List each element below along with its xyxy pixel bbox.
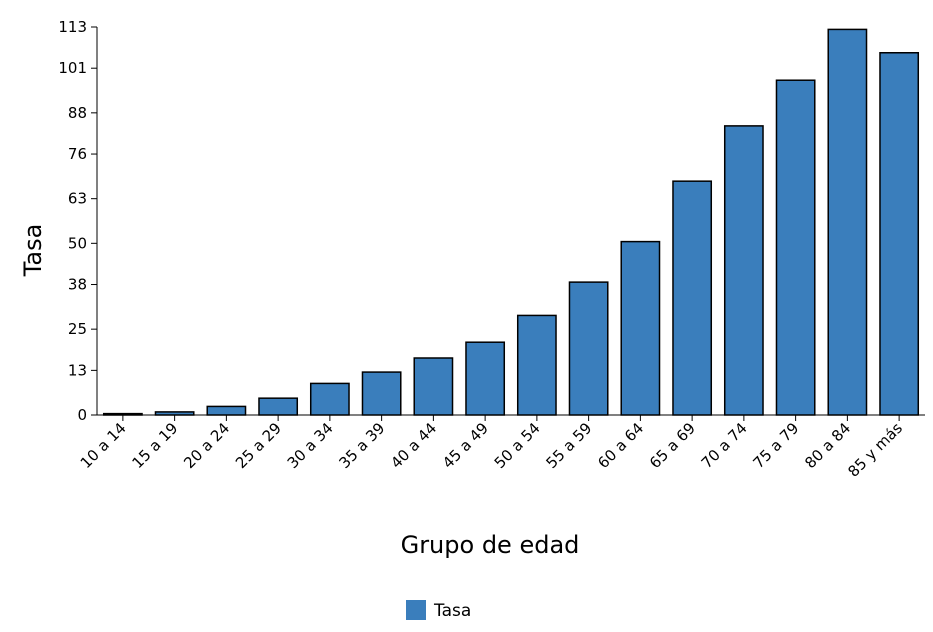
x-tick-label: 35 a 39 [335, 419, 388, 472]
bar [206, 405, 247, 416]
x-tick-label: 70 a 74 [698, 419, 751, 472]
x-tick-label: 30 a 34 [284, 419, 337, 472]
x-tick-label: 10 a 14 [77, 419, 130, 472]
bars [102, 28, 920, 416]
legend-swatch [406, 600, 426, 620]
y-tick-label: 76 [68, 145, 87, 163]
bar [723, 125, 764, 416]
x-tick-label: 55 a 59 [542, 419, 595, 472]
y-tick-label: 50 [68, 234, 87, 252]
bar [568, 281, 609, 416]
bar [361, 371, 402, 416]
x-tick-label: 80 a 84 [801, 419, 854, 472]
y-tick-label: 63 [68, 190, 87, 208]
bar [516, 314, 557, 416]
x-tick-label: 45 a 49 [439, 419, 492, 472]
legend: Tasa [406, 600, 471, 621]
y-tick-label: 0 [77, 406, 87, 424]
bar [465, 341, 506, 416]
x-tick-label: 50 a 54 [491, 419, 544, 472]
y-tick-label: 13 [68, 361, 87, 379]
y-tick-label: 25 [68, 320, 87, 338]
bar [879, 52, 920, 416]
y-axis: 0 13 25 38 50 63 76 88 101 113 [58, 18, 98, 424]
bar [672, 180, 713, 416]
bar [309, 382, 350, 416]
y-axis-title: Tasa [19, 224, 47, 278]
bar [775, 79, 816, 416]
bar [258, 397, 299, 416]
bar [154, 411, 195, 416]
x-tick-label: 75 a 79 [749, 419, 802, 472]
y-tick-label: 38 [68, 276, 87, 294]
x-axis-title: Grupo de edad [401, 531, 580, 559]
bar [413, 357, 454, 416]
x-tick-label: 40 a 44 [387, 419, 440, 472]
x-tick-label: 65 a 69 [646, 419, 699, 472]
y-tick-label: 101 [58, 59, 87, 77]
x-tick-label: 15 a 19 [128, 419, 181, 472]
bar [102, 412, 143, 416]
x-tick-label: 25 a 29 [232, 419, 285, 472]
legend-label: Tasa [433, 601, 471, 621]
bar [827, 28, 868, 416]
bar [620, 240, 661, 416]
x-tick-label: 85 y más [844, 419, 906, 481]
y-tick-label: 113 [58, 18, 87, 36]
x-tick-label: 60 a 64 [594, 419, 647, 472]
y-tick-label: 88 [68, 104, 87, 122]
x-tick-label: 20 a 24 [180, 419, 233, 472]
